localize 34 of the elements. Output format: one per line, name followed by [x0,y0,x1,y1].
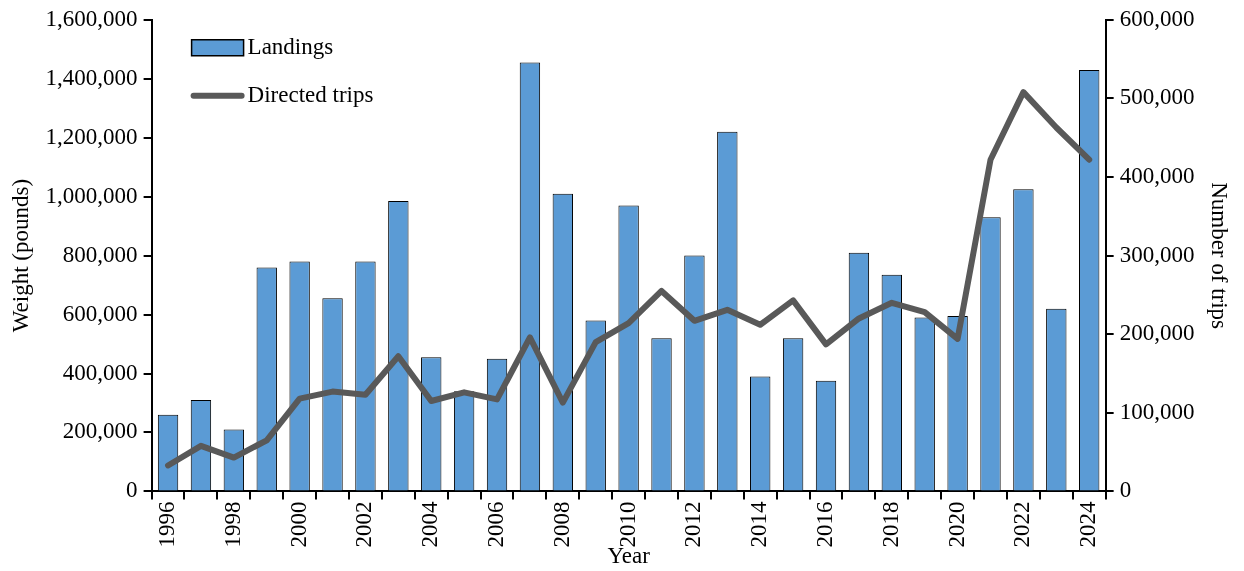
x-tick-label: 2004 [417,500,443,548]
y2-tick-label: 500,000 [1119,84,1195,110]
y-tick-label: 800,000 [62,241,138,267]
y2-axis-title: Number of trips [1207,182,1233,330]
y-tick-label: 1,600,000 [45,5,138,31]
y2-tick-label: 100,000 [1119,398,1195,424]
y2-tick-label: 400,000 [1119,163,1195,189]
x-tick-label: 2020 [943,501,969,548]
x-tick-label: 2024 [1075,500,1101,548]
x-tick-label: 1996 [154,501,180,548]
y-tick-label: 600,000 [62,300,138,326]
y-tick-label: 200,000 [62,418,138,444]
y-tick-label: 1,200,000 [45,123,138,149]
y-tick-label: 0 [126,477,138,503]
y-tick-label: 400,000 [62,359,138,385]
x-tick-label: 2022 [1009,501,1035,548]
x-tick-label: 2008 [548,501,574,548]
y-tick-label: 1,400,000 [45,64,138,90]
y-axis-title: Weight (pounds) [7,178,33,333]
x-tick-label: 2018 [877,501,903,548]
legend-label: Landings [247,33,334,59]
legend-label: Directed trips [247,81,374,107]
x-tick-label: 2014 [746,500,772,548]
y2-tick-label: 0 [1119,477,1132,503]
x-tick-label: 2016 [812,501,838,548]
x-tick-label: 2012 [680,501,706,548]
y2-tick-label: 300,000 [1119,241,1195,267]
y-tick-label: 1,000,000 [45,182,138,208]
x-tick-label: 2002 [351,501,377,548]
x-tick-label: 2000 [285,501,311,548]
x-tick-label: 1998 [219,501,245,548]
y2-tick-label: 600,000 [1119,5,1195,31]
y2-tick-label: 200,000 [1119,320,1195,346]
x-tick-label: 2006 [483,501,509,548]
